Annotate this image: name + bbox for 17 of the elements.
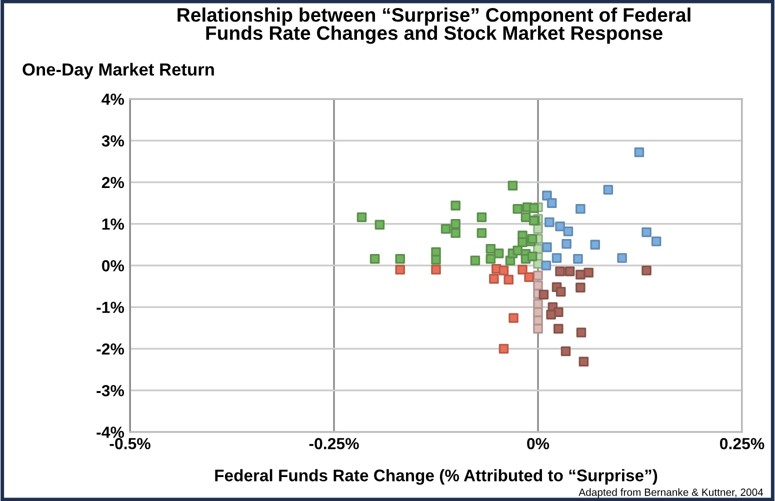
y-tick-label: 1% <box>102 218 124 230</box>
x-axis-title: Federal Funds Rate Change (% Attributed to “Surprise”) <box>215 469 658 485</box>
x-tick-label: -0.5% <box>110 438 150 450</box>
y-axis-title: One-Day Market Return <box>22 62 214 80</box>
y-tick-label: 2% <box>102 176 124 188</box>
chart-title: Relationship between “Surprise” Component of Federal Funds Rate Changes and Stock Market Response <box>178 8 690 44</box>
y-tick-label: -3% <box>96 385 124 396</box>
y-tick-label: 4% <box>102 94 124 105</box>
y-tick-label: 3% <box>102 135 124 147</box>
x-tick-label: 0% <box>527 438 550 450</box>
x-tick-label: 0.25% <box>720 438 764 450</box>
text: Adapted from Bernanke & Kuttner, 2004 <box>578 488 764 498</box>
y-tick-label: 0% <box>102 260 124 272</box>
y-tick-label: -4% <box>96 426 124 438</box>
x-tick-label: -0.25% <box>309 438 359 450</box>
y-tick-label: -2% <box>96 343 124 355</box>
y-tick-label: -1% <box>96 302 124 314</box>
